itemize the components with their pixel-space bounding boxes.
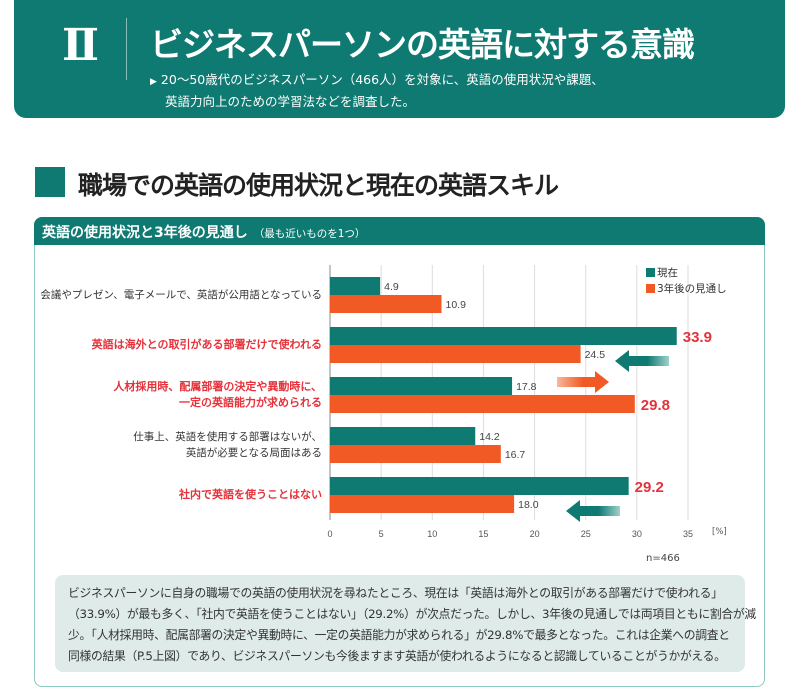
legend-item-current: 現在	[646, 265, 727, 281]
chapter-title: ビジネスパーソンの英語に対する意識	[150, 25, 695, 64]
summary-line: 少。「人材採用時、配属部署の決定や異動時に、一定の英語能力が求められる」が29.…	[68, 628, 730, 642]
header-divider	[126, 18, 127, 80]
summary-box: ビジネスパーソンに自身の職場での英語の使用状況を尋ねたところ、現在は「英語は海外…	[55, 575, 756, 672]
category-label-line: 英語が必要となる局面はある	[185, 447, 322, 459]
chart-title: 英語の使用状況と3年後の見通し （最も近いものを1つ）	[42, 222, 365, 242]
section-marker	[35, 167, 65, 197]
subtitle-line: 20～50歳代のビジネスパーソン（466人）を対象に、英語の使用状況や課題、	[160, 72, 604, 87]
chapter-numeral: Ⅱ	[62, 20, 99, 71]
decrease-arrow-icon	[566, 500, 620, 522]
category-label: 仕事上、英語を使用する部署はないが、英語が必要となる局面はある	[133, 429, 322, 461]
category-label: 人材採用時、配属部署の決定や異動時に、一定の英語能力が求められる	[113, 379, 322, 411]
category-label-line: 一定の英語能力が求められる	[179, 396, 322, 409]
legend-label: 現在	[657, 267, 678, 279]
summary-line: 同様の結果（P.5上図）であり、ビジネスパーソンも今後ますます英語が使われるよう…	[68, 649, 726, 663]
summary-line: （33.9%）が最も多く、「社内で英語を使うことはない」（29.2%）が次点だっ…	[68, 607, 756, 621]
legend-item-forecast: 3年後の見通し	[646, 281, 727, 297]
summary-line: ビジネスパーソンに自身の職場での英語の使用状況を尋ねたところ、現在は「英語は海外…	[68, 586, 723, 600]
chart-title-note: （最も近いものを1つ）	[253, 228, 366, 240]
chapter-header-band	[14, 0, 785, 118]
decrease-arrow-icon	[615, 350, 669, 372]
chapter-subtitle: ▶ 20～50歳代のビジネスパーソン（466人）を対象に、英語の使用状況や課題、 …	[150, 70, 604, 111]
category-label-line: 仕事上、英語を使用する部署はないが、	[133, 431, 322, 443]
triangle-bullet-icon: ▶	[150, 77, 157, 87]
subtitle-line: 英語力向上のための学習法などを調査した。	[165, 94, 416, 109]
x-axis-unit: [%]	[712, 527, 727, 537]
increase-arrow-icon	[557, 371, 609, 393]
category-label: 英語は海外との取引がある部署だけで使われる	[92, 337, 322, 353]
section-title: 職場での英語の使用状況と現在の英語スキル	[78, 171, 559, 200]
chart-legend: 現在 3年後の見通し	[646, 265, 727, 297]
category-label-line: 社内で英語を使うことはない	[179, 488, 322, 501]
category-label-line: 英語は海外との取引がある部署だけで使われる	[91, 338, 322, 351]
chart-panel-header	[34, 217, 765, 245]
category-label: 会議やプレゼン、電子メールで、英語が公用語となっている	[40, 287, 322, 303]
legend-label: 3年後の見通し	[657, 283, 727, 295]
category-label-line: 人材採用時、配属部署の決定や異動時に、	[113, 380, 322, 393]
legend-swatch	[646, 284, 655, 293]
chart-title-text: 英語の使用状況と3年後の見通し	[42, 225, 248, 241]
category-label: 社内で英語を使うことはない	[179, 487, 322, 503]
sample-size: n=466	[646, 553, 680, 564]
category-label-line: 会議やプレゼン、電子メールで、英語が公用語となっている	[40, 289, 322, 301]
legend-swatch	[646, 268, 655, 277]
